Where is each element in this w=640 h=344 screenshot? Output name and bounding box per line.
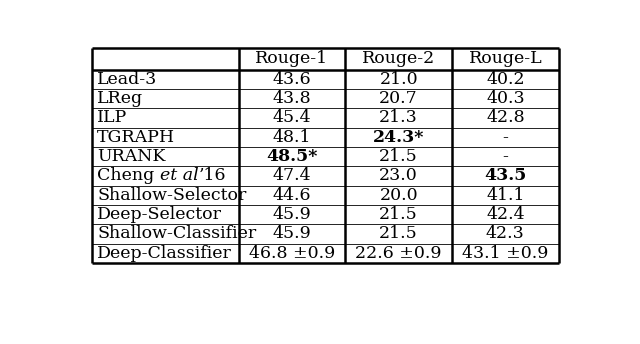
Text: 21.5: 21.5 <box>380 148 418 165</box>
Text: 43.6: 43.6 <box>273 71 311 88</box>
Text: 22.6 ±0.9: 22.6 ±0.9 <box>355 245 442 262</box>
Text: Cheng: Cheng <box>97 168 160 184</box>
Text: Deep-Selector: Deep-Selector <box>97 206 222 223</box>
Text: 42.3: 42.3 <box>486 225 525 243</box>
Text: 43.1 ±0.9: 43.1 ±0.9 <box>462 245 548 262</box>
Text: 21.5: 21.5 <box>380 206 418 223</box>
Text: 43.8: 43.8 <box>273 90 311 107</box>
Text: LReg: LReg <box>97 90 143 107</box>
Text: 40.2: 40.2 <box>486 71 525 88</box>
Text: 20.0: 20.0 <box>380 187 418 204</box>
Text: 43.5: 43.5 <box>484 168 527 184</box>
Text: ’16: ’16 <box>199 168 226 184</box>
Text: -: - <box>502 129 508 146</box>
Text: Deep-Classifier: Deep-Classifier <box>97 245 232 262</box>
Text: Shallow-Selector: Shallow-Selector <box>97 187 247 204</box>
Text: 42.8: 42.8 <box>486 109 525 127</box>
Text: Rouge-2: Rouge-2 <box>362 50 435 67</box>
Text: 46.8 ±0.9: 46.8 ±0.9 <box>249 245 335 262</box>
Text: 21.3: 21.3 <box>380 109 418 127</box>
Text: 45.9: 45.9 <box>273 206 312 223</box>
Text: 45.4: 45.4 <box>273 109 311 127</box>
Text: 44.6: 44.6 <box>273 187 311 204</box>
Text: Lead-3: Lead-3 <box>97 71 157 88</box>
Text: et al: et al <box>160 168 199 184</box>
Text: 42.4: 42.4 <box>486 206 525 223</box>
Text: Rouge-1: Rouge-1 <box>255 50 328 67</box>
Text: 20.7: 20.7 <box>380 90 418 107</box>
Text: 23.0: 23.0 <box>380 168 418 184</box>
Text: 47.4: 47.4 <box>273 168 311 184</box>
Text: 21.0: 21.0 <box>380 71 418 88</box>
Text: ILP: ILP <box>97 109 127 127</box>
Text: 21.5: 21.5 <box>380 225 418 243</box>
Text: URANK: URANK <box>97 148 166 165</box>
Text: 41.1: 41.1 <box>486 187 525 204</box>
Text: 45.9: 45.9 <box>273 225 312 243</box>
Text: -: - <box>502 148 508 165</box>
Text: 24.3*: 24.3* <box>373 129 424 146</box>
Text: Shallow-Classifier: Shallow-Classifier <box>97 225 257 243</box>
Text: 40.3: 40.3 <box>486 90 525 107</box>
Text: 48.1: 48.1 <box>273 129 311 146</box>
Text: 48.5*: 48.5* <box>266 148 317 165</box>
Text: Rouge-L: Rouge-L <box>468 50 542 67</box>
Text: TGRAPH: TGRAPH <box>97 129 175 146</box>
